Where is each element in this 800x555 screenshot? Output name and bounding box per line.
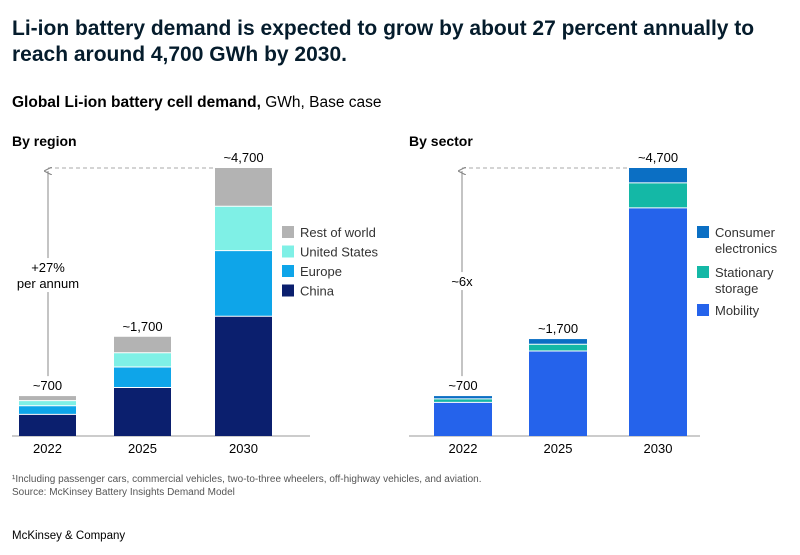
region-annotation-bg: [13, 258, 83, 293]
region-tick-label-2025: 2025: [128, 441, 157, 456]
legend-swatch-consumer_electronics: [697, 226, 709, 238]
region-bar-2025-rest-of-world: [114, 336, 171, 353]
region-bar-2022-europe: [19, 405, 76, 415]
sector-bar-2030-consumer-electronics: [629, 168, 687, 183]
legend-label-rest_of_world: Rest of world: [300, 225, 376, 240]
region-tick-label-2030: 2030: [229, 441, 258, 456]
legend-label-united_states: United States: [300, 245, 379, 260]
sector-bar-2022-mobility: [434, 402, 492, 436]
region-bar-2022-china: [19, 414, 76, 436]
region-bar-2030-rest-of-world: [215, 168, 272, 207]
sector-total-label-2022: ~700: [448, 378, 477, 393]
sector-bar-2022-consumer-electronics: [434, 396, 492, 399]
region-annotation-line1: +27%: [31, 260, 65, 275]
legend-label-china: China: [300, 284, 335, 299]
legend-swatch-china: [282, 284, 294, 297]
legend-label-stationary_storage-line2: storage: [715, 281, 758, 296]
chart-subtitle: Global Li-ion battery cell demand, GWh, …: [12, 94, 382, 112]
region-bar-2030-europe: [215, 250, 272, 317]
sector-tick-label-2025: 2025: [544, 441, 573, 456]
footnote: ¹Including passenger cars, commercial ve…: [12, 474, 482, 485]
region-total-label-2025: ~1,700: [122, 319, 162, 334]
region-tick-label-2022: 2022: [33, 441, 62, 456]
sector-bar-2030-stationary-storage: [629, 182, 687, 208]
region-bar-2030-united-states: [215, 206, 272, 251]
sector-bar-2025-consumer-electronics: [529, 339, 587, 345]
legend-swatch-rest_of_world: [282, 226, 294, 238]
subtitle-bold: Global Li-ion battery cell demand,: [12, 94, 261, 111]
legend-label-mobility-line1: Mobility: [715, 303, 760, 318]
region-bar-2022-rest-of-world: [19, 396, 76, 401]
sector-bar-2022-stationary-storage: [434, 398, 492, 403]
region-bar-2030-china: [215, 316, 272, 436]
sector-annotation-bg: [448, 272, 476, 291]
legend-label-europe: Europe: [300, 264, 342, 279]
sector-bar-2025-stationary-storage: [529, 344, 587, 352]
brand-logo: McKinsey & Company: [12, 530, 126, 542]
legend-swatch-mobility: [697, 304, 709, 316]
region-bar-2025-europe: [114, 367, 171, 388]
sector-total-label-2025: ~1,700: [538, 321, 578, 336]
region-annotation-line2: per annum: [17, 276, 79, 291]
region-bar-2025-united-states: [114, 352, 171, 368]
legend-swatch-europe: [282, 265, 294, 277]
headline: Li-ion battery demand is expected to gro…: [12, 17, 755, 66]
sector-tick-label-2030: 2030: [644, 441, 673, 456]
sector-bar-2030-mobility: [629, 207, 687, 436]
region-bar-2022-united-states: [19, 400, 76, 406]
legend-swatch-stationary_storage: [697, 266, 709, 278]
source-note: Source: McKinsey Battery Insights Demand…: [12, 487, 235, 498]
legend-label-consumer_electronics-line2: electronics: [715, 241, 778, 256]
sector-annotation-line1: ~6x: [451, 274, 473, 289]
legend-swatch-united_states: [282, 245, 294, 258]
region-chart-title: By region: [12, 133, 77, 149]
region-total-label-2030: ~4,700: [223, 150, 263, 165]
region-total-label-2022: ~700: [33, 378, 62, 393]
sector-tick-label-2022: 2022: [449, 441, 478, 456]
legend-label-stationary_storage-line1: Stationary: [715, 265, 774, 280]
subtitle-rest: GWh, Base case: [260, 94, 382, 111]
legend-label-consumer_electronics-line1: Consumer: [715, 225, 776, 240]
sector-chart-title: By sector: [409, 133, 473, 149]
sector-bar-2025-mobility: [529, 351, 587, 436]
sector-total-label-2030: ~4,700: [638, 150, 678, 165]
region-bar-2025-china: [114, 387, 171, 436]
chart-canvas: By region ~700 2022 ~1,700 2025 ~4,700 2030 +27…: [12, 133, 778, 456]
